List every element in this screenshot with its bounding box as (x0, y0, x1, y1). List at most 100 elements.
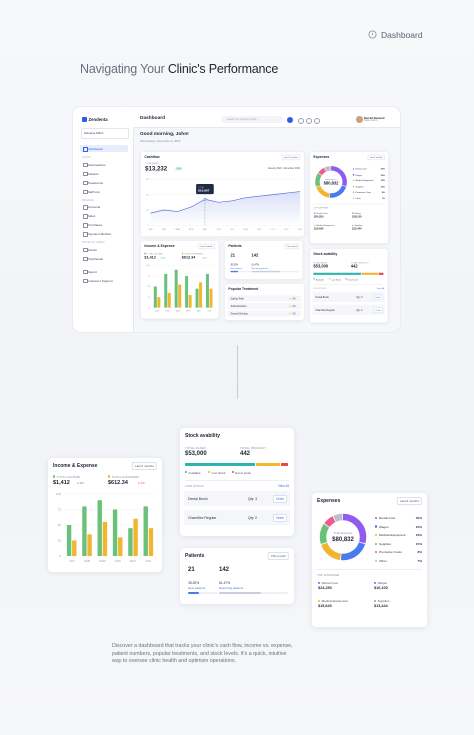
y-tick-label: 10 (146, 210, 149, 212)
x-tick-label: FEB (166, 311, 171, 313)
bar (174, 269, 178, 308)
nav-item[interactable]: Accounts (87, 205, 101, 209)
nav-item[interactable]: Stocks (87, 247, 97, 252)
filter-dropdown[interactable]: Last 6 months (367, 154, 385, 161)
bar (164, 273, 168, 308)
order-button[interactable]: Order (373, 294, 383, 300)
legend-label: Medical Equipment (355, 179, 374, 183)
filter-dropdown[interactable]: Last 6 months (197, 243, 216, 250)
dashboard-mockup: Zendenta Avicena Clinic Dashboard CLINIC Res… (73, 107, 400, 332)
filter-dropdown[interactable]: Last 12 months (281, 154, 301, 161)
nav-item[interactable]: Dashboard (87, 147, 103, 151)
filter-dropdown[interactable]: This month (267, 552, 289, 560)
top-expense-value: $13,444 (352, 227, 362, 231)
tooltip-label: TOTAL (198, 185, 205, 189)
nav-item[interactable]: Patients (87, 171, 99, 176)
nav-icon (83, 205, 88, 210)
legend-label: Rental Cost (355, 167, 367, 171)
treatments-card: Popular Treatment Scaling Teeth 4.5 Tooth E… (225, 284, 304, 321)
legend-dot (329, 278, 331, 280)
filter-dropdown[interactable]: This month (284, 243, 300, 250)
treatment-row (227, 303, 302, 310)
bar (167, 292, 171, 308)
legend-value: 7% (417, 559, 422, 563)
share-track (188, 592, 218, 595)
x-tick-label: APR (186, 310, 191, 313)
view-all-link[interactable]: View All (277, 484, 289, 488)
toolbar-icon (298, 117, 304, 124)
income-expense-card: Income & Expense Last 6 months TOTAL INCOM… (48, 458, 162, 572)
patient-group: Returning patients (219, 585, 244, 590)
cashflow-card: Cashflow Last 12 months TOTAL ASSET $13,232… (141, 152, 305, 237)
x-tick-label: MAY (197, 310, 202, 313)
legend-dot (374, 581, 377, 584)
nav-item[interactable]: Purchases (87, 223, 103, 227)
nav-item[interactable]: Reservations (87, 162, 106, 167)
nav-item[interactable]: Peripherals (87, 256, 104, 261)
bar (82, 506, 87, 556)
order-button[interactable]: Order (273, 514, 288, 522)
section-label: TOP EXPENSE (313, 206, 329, 210)
legend-value: 15% (380, 185, 385, 188)
top-expense-value: $15,640 (314, 227, 324, 231)
stock-segment (361, 272, 379, 275)
patient-group: New patients (230, 266, 243, 270)
nav-icon (83, 180, 88, 186)
bar (133, 518, 138, 556)
treatment-row (227, 295, 302, 302)
add-button (287, 116, 293, 123)
card-title: Stock avability (313, 252, 338, 257)
stock-row (312, 304, 385, 315)
tooltip-point (203, 197, 207, 201)
top-expense-name: Supplies (377, 599, 390, 603)
legend-label: Promotion Costs (355, 191, 372, 194)
y-tick-label: 25 (148, 297, 151, 299)
user-avatar (356, 116, 363, 123)
bar (157, 297, 161, 308)
card-title: Expenses (313, 155, 330, 160)
nav-item[interactable]: Payment Method (87, 232, 111, 236)
legend-dot (352, 168, 355, 170)
change-badge: 4.1% (160, 256, 166, 260)
legend-dot (375, 534, 378, 537)
nav-item[interactable]: Report (87, 269, 97, 274)
nav-item[interactable]: Customer Support (87, 278, 113, 283)
view-all-link[interactable]: View All (376, 287, 385, 290)
filter-dropdown[interactable]: Last 6 months (396, 497, 422, 505)
user-role: Super admin (364, 119, 378, 123)
nav-heading: CLINIC (82, 156, 92, 159)
donut-center-value: $80,832 (324, 181, 339, 186)
nav-icon (83, 162, 88, 168)
nav-item[interactable]: Sales (87, 214, 96, 218)
legend-dot (375, 542, 378, 545)
donut-segment (319, 513, 367, 561)
nav-heading: FINANCE (82, 198, 94, 202)
nav-item[interactable]: Treatments (87, 180, 104, 185)
section-label: TOP EXPENSE (317, 573, 340, 577)
bar (185, 276, 189, 308)
patient-count: 142 (219, 567, 230, 573)
legend-dot (352, 174, 355, 176)
bar (209, 288, 213, 308)
legend-label: Supplies (379, 541, 391, 546)
patients-card: Patients This month 21 35.52% New patients 14… (180, 548, 294, 604)
nav-item[interactable]: Staff List (87, 189, 100, 194)
legend-label: TOTAL INCOME (56, 474, 80, 479)
stock-segment (255, 463, 281, 466)
section-label: LOW STOCK (185, 484, 204, 488)
line-series (150, 191, 301, 214)
stock-segment (378, 272, 384, 275)
legend-label: Out of stock (234, 470, 251, 475)
filter-dropdown[interactable]: Last 6 months (131, 462, 157, 470)
top-expense-name: Supplies (354, 224, 363, 227)
donut-center-label: Total Expense (334, 531, 353, 535)
treatment-name: General Checkup (230, 312, 248, 316)
header-icon (368, 30, 377, 39)
card-title: Cashflow (144, 155, 160, 160)
order-button[interactable]: Order (273, 495, 288, 503)
top-expense-value: $16,100 (374, 586, 388, 590)
order-button[interactable]: Order (373, 307, 383, 313)
stock-segment (313, 272, 362, 275)
nav-icon (83, 256, 88, 262)
share-track (230, 270, 251, 273)
